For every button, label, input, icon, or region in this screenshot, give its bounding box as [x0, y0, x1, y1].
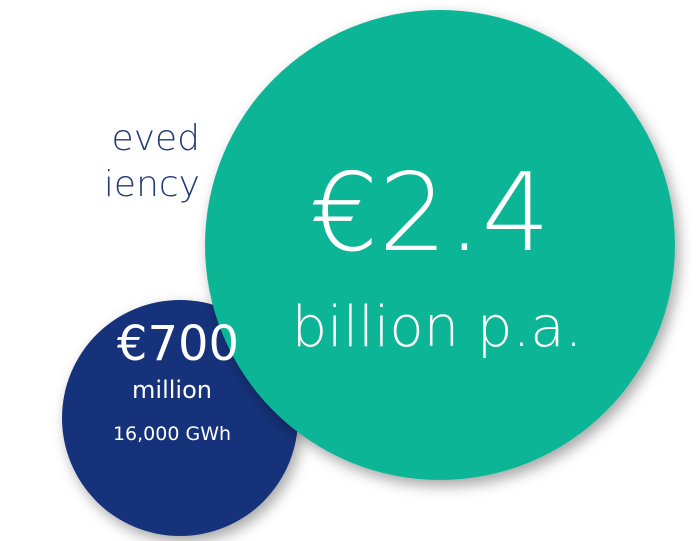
small-unit: million	[132, 376, 212, 404]
intro-line: eved	[112, 118, 200, 159]
small-amount: €700	[117, 316, 239, 372]
intro-line: iency	[104, 164, 200, 205]
large-circle	[205, 10, 675, 480]
large-amount: €2.4	[310, 151, 550, 276]
large-unit: billion p.a.	[292, 295, 583, 360]
small-energy: 16,000 GWh	[113, 423, 231, 445]
